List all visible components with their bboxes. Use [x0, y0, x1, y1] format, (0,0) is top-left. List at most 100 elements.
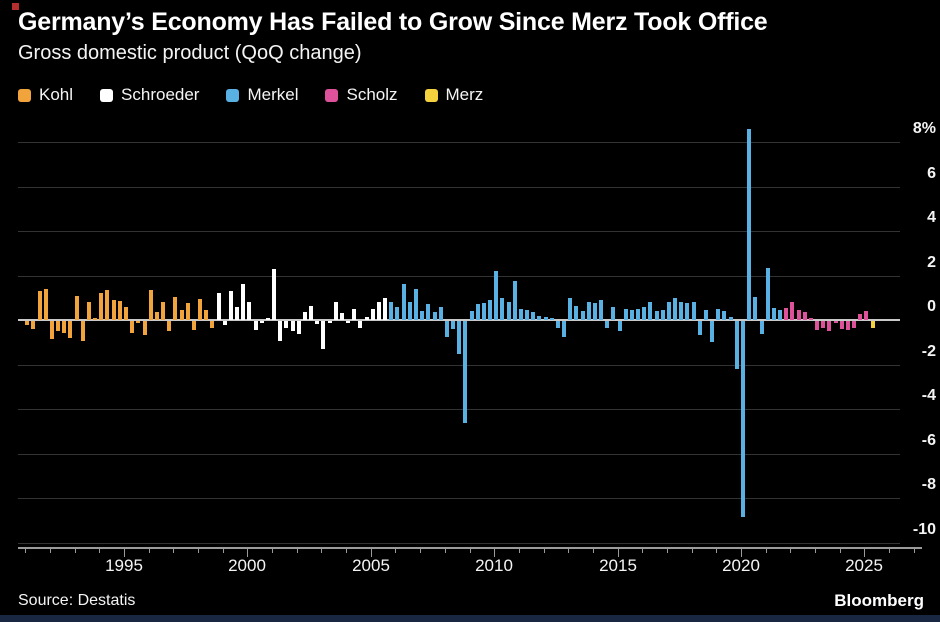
x-tick-minor	[223, 549, 224, 553]
gdp-bar-1995Q3	[136, 321, 140, 323]
gdp-bar-2006Q2	[402, 284, 406, 320]
gdp-bar-1995Q1	[124, 307, 128, 320]
x-tick-minor	[395, 549, 396, 553]
gdp-bar-1994Q4	[118, 301, 122, 320]
gdp-bar-1992Q1	[50, 321, 54, 339]
gdp-bar-1995Q4	[143, 321, 147, 335]
gdp-bar-2000Q2	[254, 321, 258, 330]
gridline	[18, 498, 900, 499]
gdp-bar-1992Q2	[56, 321, 60, 331]
gdp-bar-2019Q1	[716, 309, 720, 320]
x-tick-minor	[470, 549, 471, 553]
x-tick-label: 2010	[475, 556, 513, 575]
gdp-bar-2021Q1	[766, 268, 770, 320]
gdp-bar-1998Q3	[210, 321, 214, 328]
x-tick-major	[618, 549, 619, 557]
gdp-bar-2012Q1	[544, 317, 548, 320]
x-tick-major	[124, 549, 125, 557]
gridline	[18, 454, 900, 455]
gdp-bar-2023Q4	[834, 321, 838, 323]
legend-item-schroeder: Schroeder	[100, 85, 199, 105]
gdp-bar-2010Q4	[513, 281, 517, 320]
gdp-bar-1995Q2	[130, 321, 134, 333]
x-tick-minor	[568, 549, 569, 553]
x-tick-minor	[173, 549, 174, 553]
gdp-bar-2001Q4	[291, 321, 295, 331]
gdp-bar-2014Q2	[599, 300, 603, 320]
gdp-bar-2021Q2	[772, 308, 776, 320]
legend-swatch-schroeder	[100, 88, 114, 102]
legend: Kohl Schroeder Merkel Scholz Merz	[18, 85, 483, 105]
gdp-bar-2020Q2	[747, 129, 751, 320]
x-axis-line	[18, 547, 922, 549]
gdp-bar-2011Q4	[537, 316, 541, 320]
gdp-bar-2014Q1	[593, 303, 597, 320]
gdp-bar-2006Q3	[408, 302, 412, 320]
x-tick-major	[247, 549, 248, 557]
gdp-bar-2014Q3	[605, 321, 609, 328]
y-tick-label: 0	[927, 298, 936, 315]
x-tick-label: 2005	[352, 556, 390, 575]
x-tick-minor	[790, 549, 791, 553]
gdp-bar-2013Q2	[574, 306, 578, 320]
screen-artifact-red-mark	[12, 3, 19, 10]
gdp-bar-1999Q4	[241, 284, 245, 320]
gdp-bar-1991Q1	[25, 321, 29, 325]
gdp-bar-2016Q3	[655, 311, 659, 320]
gdp-bar-2017Q1	[667, 302, 671, 320]
x-tick-minor	[198, 549, 199, 553]
gdp-bar-1996Q1	[149, 290, 153, 320]
gdp-bar-2018Q1	[692, 302, 696, 320]
gdp-bar-2011Q3	[531, 312, 535, 320]
gdp-bar-2012Q3	[556, 321, 560, 328]
gdp-bar-1999Q2	[229, 291, 233, 320]
gdp-bar-2023Q3	[827, 321, 831, 331]
gdp-bar-2004Q2	[352, 309, 356, 320]
gdp-bar-2004Q1	[346, 321, 350, 323]
gdp-bar-2011Q1	[519, 309, 523, 320]
x-tick-minor	[50, 549, 51, 553]
gdp-bar-2003Q1	[321, 321, 325, 349]
x-tick-minor	[149, 549, 150, 553]
gdp-bar-2005Q4	[389, 302, 393, 320]
gdp-bar-2015Q4	[636, 309, 640, 320]
legend-swatch-merz	[424, 88, 438, 102]
gdp-bar-1996Q3	[161, 302, 165, 320]
gdp-bar-2009Q2	[476, 304, 480, 320]
legend-item-merz: Merz	[424, 85, 484, 105]
gridline	[18, 409, 900, 410]
gdp-bar-2007Q2	[426, 304, 430, 320]
gdp-bar-2021Q4	[784, 308, 788, 320]
y-tick-label: 6	[927, 165, 936, 182]
gdp-bar-2003Q3	[334, 302, 338, 320]
gdp-bar-2015Q2	[624, 309, 628, 320]
x-tick-major	[371, 549, 372, 557]
gdp-bar-1996Q2	[155, 312, 159, 320]
gdp-bar-1994Q2	[105, 290, 109, 320]
gdp-bar-2022Q2	[797, 310, 801, 320]
gdp-bar-2016Q4	[661, 310, 665, 320]
chart-subtitle: Gross domestic product (QoQ change)	[18, 42, 362, 64]
legend-swatch-kohl	[18, 88, 31, 102]
gdp-bar-1997Q3	[186, 303, 190, 320]
gdp-bar-2018Q2	[698, 321, 702, 335]
gdp-bar-1991Q2	[31, 321, 35, 329]
gdp-bar-2015Q1	[618, 321, 622, 331]
x-tick-minor	[445, 549, 446, 553]
gdp-bar-2010Q1	[494, 271, 498, 320]
gdp-bar-2006Q4	[414, 289, 418, 320]
gdp-bar-2007Q1	[420, 311, 424, 320]
gdp-bar-2009Q3	[482, 303, 486, 320]
gdp-bar-1993Q4	[93, 318, 97, 320]
legend-item-scholz: Scholz	[325, 85, 398, 105]
gdp-bar-2000Q1	[247, 302, 251, 320]
gdp-bar-1994Q1	[99, 293, 103, 320]
legend-item-merkel: Merkel	[226, 85, 298, 105]
legend-label: Merz	[445, 85, 484, 104]
x-tick-minor	[519, 549, 520, 553]
gdp-bar-2000Q3	[260, 321, 264, 323]
gdp-bar-2015Q3	[630, 310, 634, 320]
legend-swatch-scholz	[325, 88, 339, 102]
y-tick-label: 8%	[912, 120, 936, 137]
x-tick-minor	[766, 549, 767, 553]
